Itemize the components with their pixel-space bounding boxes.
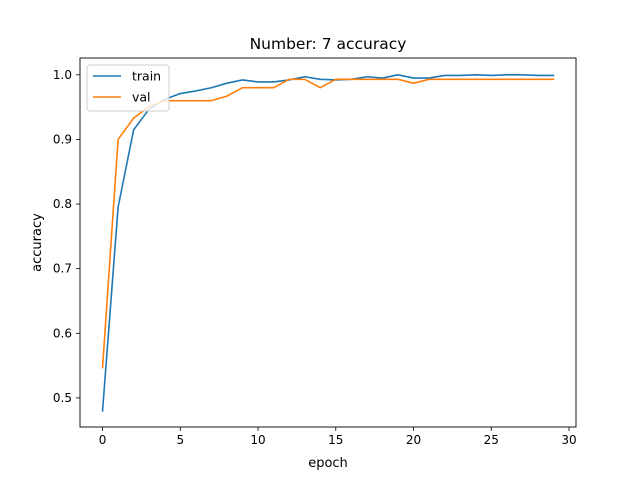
y-tick-label: 1.0 [53, 68, 72, 82]
y-tick-label: 0.7 [53, 262, 72, 276]
y-tick-label: 0.6 [53, 326, 72, 340]
x-tick-label: 0 [99, 433, 107, 447]
x-tick-label: 15 [328, 433, 343, 447]
x-tick-label: 25 [484, 433, 499, 447]
y-axis-label: accuracy [30, 213, 45, 272]
y-tick-label: 0.5 [53, 391, 72, 405]
y-tick-label: 0.8 [53, 197, 72, 211]
x-tick-label: 10 [250, 433, 265, 447]
series-line-train [101, 74, 555, 412]
plot-frame [79, 57, 577, 428]
series-line-val [101, 78, 555, 369]
legend-label-train: train [132, 69, 161, 84]
y-tick-label: 0.9 [53, 132, 72, 146]
legend-label-val: val [132, 90, 151, 105]
x-tick-label: 20 [406, 433, 421, 447]
chart-title: Number: 7 accuracy [250, 35, 407, 53]
x-tick-label: 30 [561, 433, 576, 447]
x-axis-label: epoch [308, 456, 348, 471]
x-tick-label: 5 [176, 433, 184, 447]
